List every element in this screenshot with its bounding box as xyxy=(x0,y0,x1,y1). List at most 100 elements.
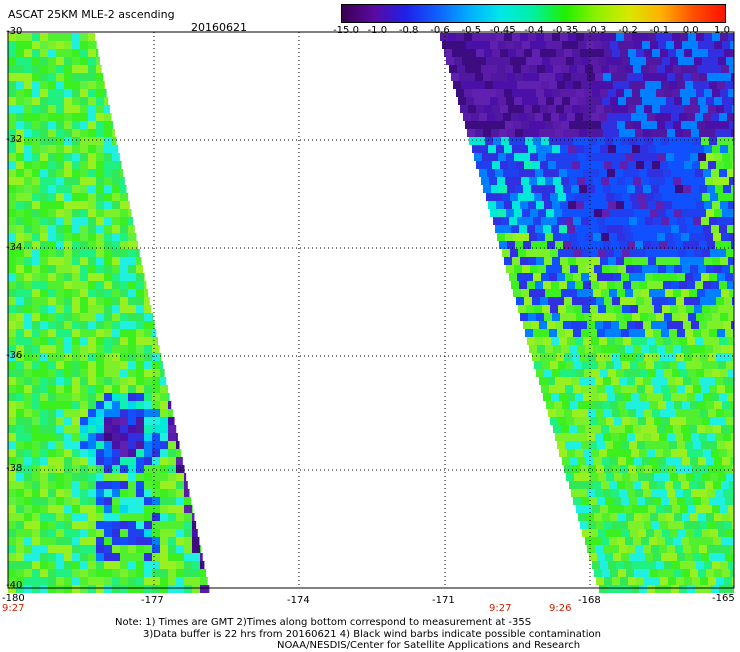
swath-cell xyxy=(593,537,601,545)
swath-cell xyxy=(56,473,64,481)
swath-cell xyxy=(600,33,608,41)
swath-cell xyxy=(120,321,128,329)
swath-cell xyxy=(104,225,112,233)
swath-cell xyxy=(707,377,715,385)
swath-cell xyxy=(523,129,531,137)
swath-cell xyxy=(695,169,703,177)
swath-cell xyxy=(570,209,578,217)
swath-cell xyxy=(536,313,544,321)
swath-cell xyxy=(567,337,575,345)
swath-cell xyxy=(72,529,80,537)
swath-cell xyxy=(80,209,88,217)
swath-cell xyxy=(674,265,682,273)
swath-cell xyxy=(72,313,80,321)
swath-cell xyxy=(112,185,120,193)
swath-cell xyxy=(579,377,587,385)
swath-cell xyxy=(669,137,677,145)
swath-cell xyxy=(606,529,614,537)
swath-cell xyxy=(627,433,635,441)
swath-cell xyxy=(120,249,128,257)
swath-cell xyxy=(714,209,722,217)
swath-cell xyxy=(160,513,168,521)
swath-cell xyxy=(603,377,611,385)
swath-cell xyxy=(104,577,112,585)
swath-cell xyxy=(550,57,558,65)
swath-cell xyxy=(112,289,120,297)
swath-cell xyxy=(531,129,539,137)
swath-cell xyxy=(607,169,615,177)
swath-cell xyxy=(72,233,80,241)
swath-cell xyxy=(579,489,587,497)
swath-cell xyxy=(636,465,644,473)
swath-cell xyxy=(724,409,732,417)
swath-cell xyxy=(610,265,618,273)
swath-cell xyxy=(696,89,704,97)
swath-cell xyxy=(575,113,583,121)
swath-cell xyxy=(711,585,719,593)
swath-cell xyxy=(708,297,716,305)
swath-cell xyxy=(160,481,168,489)
swath-cell xyxy=(675,73,683,81)
swath-cell xyxy=(715,185,723,193)
swath-cell xyxy=(728,313,734,321)
swath-cell xyxy=(604,577,612,585)
swath-cell xyxy=(24,161,32,169)
swath-cell xyxy=(608,89,616,97)
swath-cell xyxy=(597,329,605,337)
swath-cell xyxy=(64,385,72,393)
swath-cell xyxy=(526,193,534,201)
swath-cell xyxy=(144,505,152,513)
swath-cell xyxy=(637,217,645,225)
swath-cell xyxy=(599,585,607,593)
swath-cell xyxy=(16,409,24,417)
swath-cell xyxy=(658,401,666,409)
swath-cell xyxy=(120,457,128,465)
swath-cell xyxy=(24,281,32,289)
swath-cell xyxy=(529,345,537,353)
swath-cell xyxy=(645,273,653,281)
swath-cell xyxy=(540,49,548,57)
swath-cell xyxy=(144,513,152,521)
swath-cell xyxy=(545,289,553,297)
swath-cell xyxy=(658,209,666,217)
swath-cell xyxy=(701,553,709,561)
swath-cell xyxy=(664,201,672,209)
swath-cell xyxy=(144,441,152,449)
swath-cell xyxy=(596,105,604,113)
swath-cell xyxy=(176,433,178,441)
swath-cell xyxy=(64,73,72,81)
swath-cell xyxy=(88,481,96,489)
swath-cell xyxy=(120,473,128,481)
swath-cell xyxy=(587,185,595,193)
swath-cell xyxy=(605,553,613,561)
swath-cell xyxy=(698,513,706,521)
swath-cell xyxy=(712,145,720,153)
swath-cell xyxy=(548,353,556,361)
swath-cell xyxy=(176,505,184,513)
swath-cell xyxy=(160,537,168,545)
swath-cell xyxy=(614,361,622,369)
swath-cell xyxy=(633,481,641,489)
swath-cell xyxy=(104,249,112,257)
swath-cell xyxy=(8,377,16,385)
swath-cell xyxy=(24,57,32,65)
swath-cell xyxy=(645,385,653,393)
swath-cell xyxy=(88,409,96,417)
swath-cell xyxy=(56,97,64,105)
swath-cell xyxy=(476,49,484,57)
swath-cell xyxy=(88,513,96,521)
swath-cell xyxy=(579,73,587,81)
swath-cell xyxy=(16,265,24,273)
swath-cell xyxy=(8,265,16,273)
swath-cell xyxy=(571,129,579,137)
swath-cell xyxy=(596,297,604,305)
swath-cell xyxy=(614,305,622,313)
swath-cell xyxy=(8,529,16,537)
swath-cell xyxy=(16,185,24,193)
swath-cell xyxy=(680,257,688,265)
swath-cell xyxy=(72,457,80,465)
swath-cell xyxy=(691,433,699,441)
swath-cell xyxy=(667,377,675,385)
swath-cell xyxy=(559,113,567,121)
swath-cell xyxy=(24,305,32,313)
